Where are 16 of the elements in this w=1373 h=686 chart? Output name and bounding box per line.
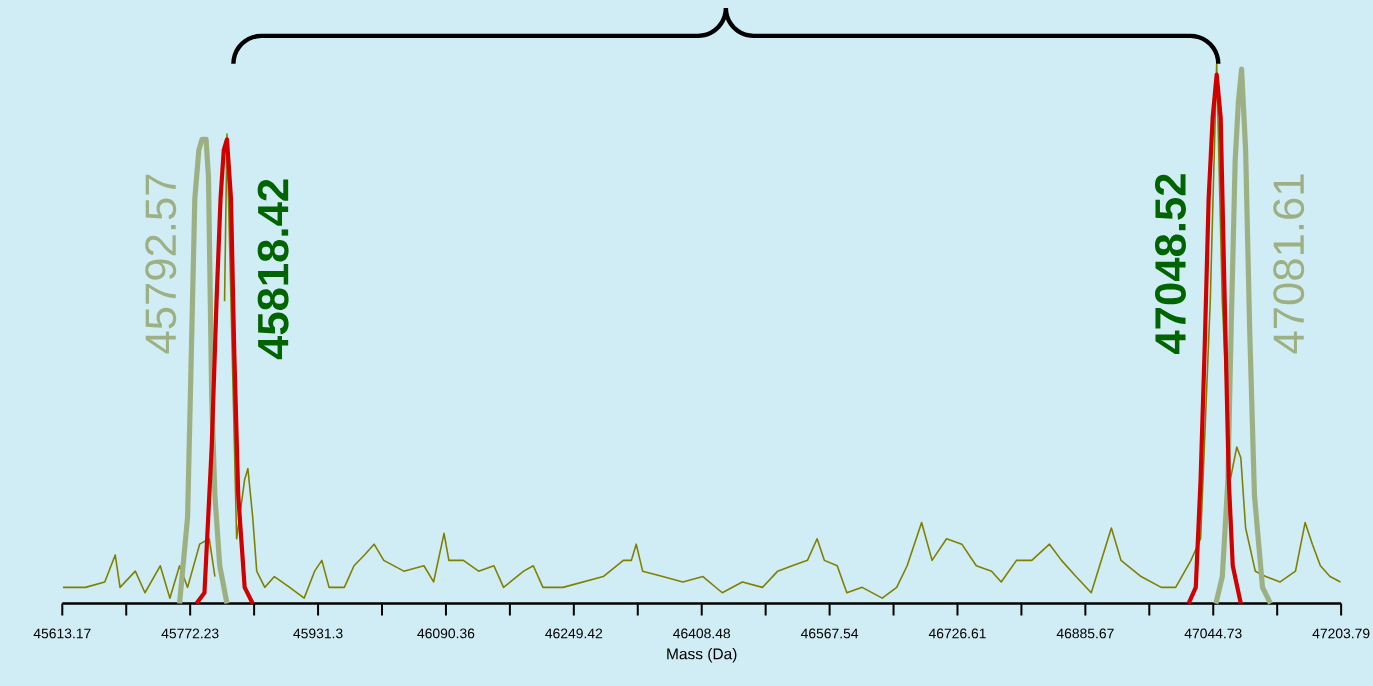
x-tick-label: 46249.42 xyxy=(545,628,603,639)
x-tick-label: 46567.54 xyxy=(800,628,859,639)
x-tick-label: 47203.79 xyxy=(1312,628,1370,639)
annotation: 47048.52 xyxy=(1155,174,1186,354)
x-axis-title: Mass (Da) xyxy=(667,647,737,663)
x-tick-label: 45613.17 xyxy=(33,628,91,639)
annotation: 45818.42 xyxy=(257,179,289,360)
x-tick-label: 47044.73 xyxy=(1184,628,1242,639)
annotation: 47081.61 xyxy=(1273,174,1305,354)
x-tick-label: 45931.3 xyxy=(293,628,343,639)
x-tick-label: 45772.23 xyxy=(161,628,219,639)
x-tick-label: 46090.36 xyxy=(417,628,475,639)
x-tick-label: 46408.48 xyxy=(673,628,731,639)
annotation: 45792.57 xyxy=(145,174,177,354)
x-tick-label: 46726.61 xyxy=(928,628,986,639)
x-tick-label: 46885.67 xyxy=(1056,628,1114,639)
